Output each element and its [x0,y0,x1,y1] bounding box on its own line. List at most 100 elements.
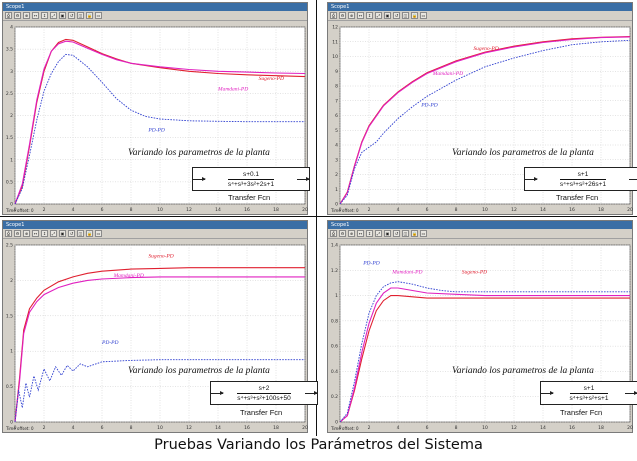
zoom-icon[interactable]: ⊕ [23,230,30,237]
series-label-mamdani-pd: Mamdani-PD [391,269,422,275]
series-label-sugeno-pd: Sugeno-PD [148,253,173,259]
restore-icon[interactable]: ↺ [68,230,75,237]
transfer-function-block[interactable]: s+2 s⁴+s³+s²+100s+50 [210,381,318,405]
select-icon[interactable]: ▭ [95,12,102,19]
save-axes-icon[interactable]: ▣ [384,230,391,237]
lock-icon[interactable]: 🔒 [86,230,93,237]
tf-numerator: s+1 [583,384,595,392]
x-tick-label: 12 [186,425,192,431]
series-line-pd-pd [14,359,305,423]
zoom-icon[interactable]: ⊕ [348,12,355,19]
transfer-function-block[interactable]: s+1 s⁴+s³+s²+26s+1 [524,167,637,191]
scope-window-top-right[interactable]: Scope1 ⎙ ⚙ ⊕ ↔ ↕ ⤢ ▣ ↺ ◫ 🔒 ▭ 0 2 4 6 8 10 12 14 16 18 20 0 1 2 3 4 5… [327,2,633,215]
zoom-icon[interactable]: ⊕ [23,12,30,19]
params-icon[interactable]: ⚙ [339,230,346,237]
series-line-pd-pd [339,39,631,205]
save-axes-icon[interactable]: ▣ [384,12,391,19]
autoscale-icon[interactable]: ⤢ [50,12,57,19]
zoom-y-icon[interactable]: ↕ [366,230,373,237]
series-line-sugeno-pd [14,267,305,423]
zoom-x-icon[interactable]: ↔ [32,12,39,19]
zoom-y-icon[interactable]: ↕ [41,12,48,19]
scope-toolbar: ⎙ ⚙ ⊕ ↔ ↕ ⤢ ▣ ↺ ◫ 🔒 ▭ [328,229,632,239]
x-tick-label: 6 [101,207,104,213]
autoscale-icon[interactable]: ⤢ [375,12,382,19]
series-line-mamdani-pd [14,276,305,423]
y-tick-label: 2 [10,278,13,284]
zoom-x-icon[interactable]: ↔ [357,12,364,19]
print-icon[interactable]: ⎙ [330,230,337,237]
y-tick-label: 5 [335,128,338,134]
x-tick-label: 0 [339,425,342,431]
series-label-pd-pd: PD-PD [147,127,165,133]
series-line-mamdani-pd [14,40,306,205]
output-port-arrow [625,390,637,395]
autoscale-icon[interactable]: ⤢ [375,230,382,237]
x-tick-label: 20 [302,425,308,431]
x-tick-label: 8 [130,207,133,213]
params-icon[interactable]: ⚙ [339,12,346,19]
restore-icon[interactable]: ↺ [393,230,400,237]
float-icon[interactable]: ◫ [77,230,84,237]
x-tick-label: 16 [569,207,575,213]
y-tick-label: 4 [10,25,13,31]
params-icon[interactable]: ⚙ [14,230,21,237]
zoom-y-icon[interactable]: ↕ [41,230,48,237]
float-icon[interactable]: ◫ [402,230,409,237]
print-icon[interactable]: ⎙ [330,12,337,19]
scope-toolbar: ⎙ ⚙ ⊕ ↔ ↕ ⤢ ▣ ↺ ◫ 🔒 ▭ [328,11,632,21]
restore-icon[interactable]: ↺ [393,12,400,19]
float-icon[interactable]: ◫ [402,12,409,19]
y-tick-label: 0 [10,420,13,426]
transfer-function-block[interactable]: s+0.1 s⁴+s³+3s²+2s+1 [192,167,310,191]
y-tick-label: 2 [10,113,13,119]
save-axes-icon[interactable]: ▣ [59,230,66,237]
select-icon[interactable]: ▭ [95,230,102,237]
x-tick-label: 10 [157,207,163,213]
restore-icon[interactable]: ↺ [68,12,75,19]
plot-bottom-right: 0 2 4 6 8 10 12 14 16 18 20 0 0.2 0.4 0.6 0.8 1 1.2 1.4 Sug… [331,243,633,432]
x-tick-label: 10 [157,425,163,431]
x-tick-label: 18 [598,425,604,431]
x-tick-label: 14 [215,425,221,431]
scope-window-bottom-right[interactable]: Scope1 ⎙ ⚙ ⊕ ↔ ↕ ⤢ ▣ ↺ ◫ 🔒 ▭ 0 2 4 6 8 10 12 14 16 18 20 0 0.2 0.… [327,220,633,433]
x-tick-label: 14 [540,425,546,431]
zoom-y-icon[interactable]: ↕ [366,12,373,19]
select-icon[interactable]: ▭ [420,12,427,19]
transfer-function-block[interactable]: s+1 s⁴+s³+s²+s+1 [540,381,637,405]
save-axes-icon[interactable]: ▣ [59,12,66,19]
lock-icon[interactable]: 🔒 [411,12,418,19]
zoom-x-icon[interactable]: ↔ [357,230,364,237]
autoscale-icon[interactable]: ⤢ [50,230,57,237]
zoom-icon[interactable]: ⊕ [348,230,355,237]
y-tick-label: 4 [335,143,338,149]
divider-horizontal [0,216,637,217]
x-tick-label: 8 [130,425,133,431]
x-tick-label: 4 [72,207,75,213]
print-icon[interactable]: ⎙ [5,230,12,237]
y-tick-label: 2 [335,172,338,178]
series-label-pd-pd: PD-PD [362,260,380,266]
y-tick-label: 3 [10,69,13,75]
transfer-function-fraction: s+2 s⁴+s³+s²+100s+50 [223,385,305,402]
y-tick-label: 0 [10,202,13,208]
print-icon[interactable]: ⎙ [5,12,12,19]
series-label-mamdani-pd: Mamdani-PD [217,87,248,93]
lock-icon[interactable]: 🔒 [86,12,93,19]
y-tick-label: 12 [332,25,338,31]
y-tick-label: 8 [335,84,338,90]
overlay-annotation: Variando los parametros de la planta [452,148,594,158]
transfer-function-label: Transfer Fcn [560,408,603,417]
float-icon[interactable]: ◫ [77,12,84,19]
select-icon[interactable]: ▭ [420,230,427,237]
y-tick-label: 0 [335,420,338,426]
x-tick-label: 8 [455,207,458,213]
lock-icon[interactable]: 🔒 [411,230,418,237]
series-label-sugeno-pd: Sugeno-PD [259,76,284,82]
y-tick-label: 1.5 [6,135,13,141]
zoom-x-icon[interactable]: ↔ [32,230,39,237]
window-titlebar: Scope1 [328,3,632,11]
series-label-sugeno-pd: Sugeno-PD [473,46,498,52]
series-label-mamdani-pd: Mamdani-PD [432,71,463,77]
params-icon[interactable]: ⚙ [14,12,21,19]
